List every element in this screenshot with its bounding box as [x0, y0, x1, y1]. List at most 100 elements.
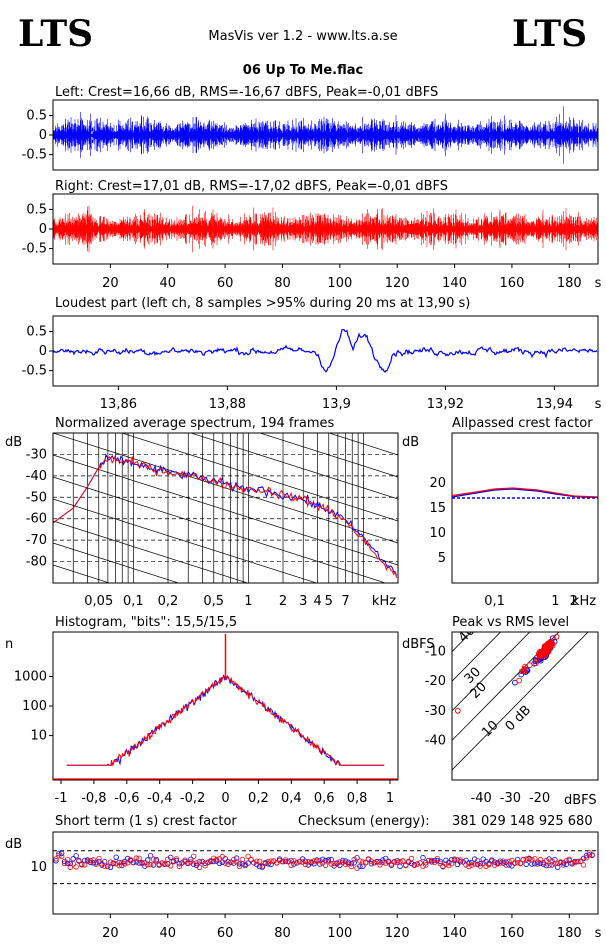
xtick-label: 2: [279, 594, 287, 609]
ytick-label: -80: [26, 555, 47, 570]
short-crest-point-1: [56, 852, 62, 859]
short-crest-point-0: [586, 852, 592, 858]
short-crest-point-0: [147, 853, 154, 859]
lts-logo-right: LTS: [512, 13, 587, 55]
xtick-label: 140: [442, 926, 467, 941]
wave-series-1: [53, 205, 598, 253]
short-crest-point-1: [64, 857, 71, 863]
short-crest-point-1: [190, 853, 197, 859]
short-crest-point-1: [532, 856, 538, 862]
short-crest-point-0: [583, 853, 590, 859]
ytick-label: -10: [425, 645, 446, 660]
xtick-label: 120: [385, 276, 410, 291]
ytick-label: -0.5: [22, 242, 47, 257]
ytick-label: -50: [26, 490, 47, 505]
peak-rms-point-1: [543, 644, 550, 650]
short-crest-point-0: [540, 861, 547, 867]
slope-line: [53, 498, 318, 583]
short-crest-point-1: [566, 856, 572, 862]
short-crest-point-1: [572, 859, 578, 866]
short-crest-point-0: [122, 858, 128, 865]
short-crest-point-0: [225, 859, 231, 865]
xtick-label: 180: [557, 926, 582, 941]
short-crest-point-0: [446, 859, 452, 866]
short-crest-point-0: [563, 861, 569, 868]
spectrum-frame: [52, 432, 399, 584]
short-crest-point-1: [486, 862, 492, 868]
short-crest-point-0: [268, 861, 274, 868]
xtick-label: 180: [557, 276, 582, 291]
peak-rms-point-1: [549, 642, 556, 649]
short-crest-point-1: [535, 861, 541, 867]
ytick-label: 10: [30, 860, 47, 875]
xtick-label: 13,9: [322, 397, 351, 412]
short-crest-point-0: [119, 862, 125, 869]
short-crest-point-1: [405, 858, 412, 865]
short-crest-point-1: [124, 860, 131, 866]
peak-rms-point-1: [533, 660, 539, 667]
short-crest-point-1: [90, 857, 96, 863]
short-crest-point-1: [110, 860, 116, 866]
short-crest-point-1: [305, 859, 311, 865]
short-crest-point-0: [133, 859, 139, 865]
crest-allpass-ylabel: dB: [402, 435, 419, 450]
lts-logo-left: LTS: [18, 13, 93, 55]
short-crest-point-1: [93, 861, 99, 867]
xtick-label: -0,8: [81, 791, 106, 806]
xtick-label: 13,86: [100, 397, 137, 412]
short-crest-point-0: [457, 859, 463, 865]
short-crest-point-1: [578, 858, 584, 864]
short-crest-point-1: [139, 860, 145, 867]
short-crest-point-1: [514, 860, 521, 866]
short-crest-point-1: [368, 858, 375, 864]
xtick-label: -0,2: [180, 791, 205, 806]
xtick-label: 120: [385, 926, 410, 941]
x-unit-label: s: [595, 926, 602, 941]
wave-series-0: [53, 106, 598, 164]
spectrum-series-1: [53, 454, 398, 578]
spectrum-ylabel: dB: [5, 435, 22, 450]
short-crest-point-1: [480, 860, 486, 867]
short-crest-point-1: [119, 859, 125, 866]
short-crest-point-1: [552, 861, 558, 867]
short-crest-point-1: [483, 863, 489, 869]
peak-rms-ylabel: dBFS: [402, 637, 435, 652]
xtick-label: -1: [55, 791, 68, 806]
short-crest-point-1: [122, 861, 128, 867]
short-crest-point-0: [469, 859, 475, 866]
xtick-label: 5: [325, 594, 333, 609]
short-crest-point-1: [529, 857, 535, 863]
slope-line: [258, 433, 398, 478]
xtick-label: 0,5: [203, 594, 224, 609]
short-crest-point-1: [403, 862, 409, 869]
short-crest-point-1: [185, 860, 191, 866]
xtick-label: -0,6: [114, 791, 139, 806]
xtick-label: 20: [102, 276, 119, 291]
short-crest-point-1: [188, 859, 194, 865]
short-crest-point-1: [173, 856, 180, 862]
short-crest-point-1: [394, 859, 400, 866]
ytick-label: 0.5: [26, 108, 47, 123]
xtick-label: 140: [442, 276, 467, 291]
short-crest-point-0: [196, 859, 203, 865]
short-crest-point-1: [492, 862, 498, 868]
short-crest-point-1: [133, 855, 139, 861]
short-crest-frame: [52, 831, 599, 915]
short-crest-point-1: [79, 862, 85, 868]
short-crest-point-1: [53, 856, 59, 862]
xtick-label: 7: [341, 594, 349, 609]
short-crest-point-0: [319, 856, 326, 862]
short-crest-point-1: [380, 859, 386, 866]
xtick-label: 0,4: [281, 791, 302, 806]
crest-diagonal: [452, 632, 589, 771]
short-crest-point-1: [150, 856, 157, 862]
loudest-series: [52, 328, 598, 373]
short-crest-point-0: [233, 855, 240, 861]
short-crest-point-1: [360, 859, 366, 865]
short-crest-point-1: [434, 856, 440, 862]
xtick-label: 1: [386, 791, 394, 806]
short-crest-point-1: [451, 856, 458, 862]
short-crest-point-1: [236, 863, 243, 869]
short-crest-point-1: [411, 862, 418, 868]
